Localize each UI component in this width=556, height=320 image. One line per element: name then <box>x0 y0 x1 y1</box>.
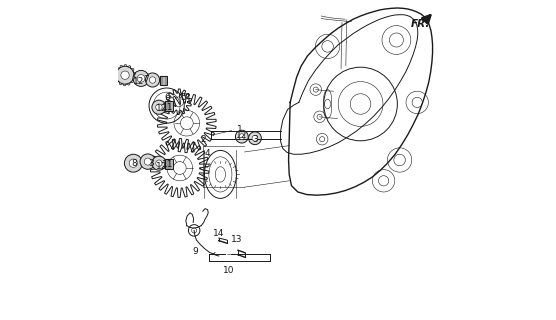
Circle shape <box>235 130 248 143</box>
Circle shape <box>249 132 261 145</box>
Circle shape <box>252 135 258 141</box>
Text: 10: 10 <box>222 266 234 275</box>
Circle shape <box>129 159 137 167</box>
Circle shape <box>137 75 145 82</box>
Text: 13: 13 <box>231 236 242 244</box>
Text: FR.: FR. <box>411 19 430 29</box>
Circle shape <box>152 100 166 114</box>
Text: 11: 11 <box>162 160 173 169</box>
Text: 8: 8 <box>131 159 137 168</box>
Text: 3: 3 <box>148 159 155 168</box>
Text: 14: 14 <box>213 229 225 238</box>
Text: 11: 11 <box>162 103 173 112</box>
Text: 5: 5 <box>181 93 186 102</box>
Circle shape <box>121 71 129 79</box>
Text: 9: 9 <box>192 247 198 256</box>
Circle shape <box>156 104 162 110</box>
Circle shape <box>144 158 151 165</box>
Text: 12: 12 <box>156 104 167 113</box>
Circle shape <box>133 70 149 86</box>
Text: 6: 6 <box>165 93 171 102</box>
Text: 3: 3 <box>253 135 259 144</box>
Bar <box>165 101 172 111</box>
Text: 12: 12 <box>156 162 167 171</box>
Circle shape <box>125 154 142 172</box>
Circle shape <box>140 154 156 169</box>
Text: 12: 12 <box>236 131 247 140</box>
Circle shape <box>150 77 156 83</box>
Circle shape <box>239 134 245 140</box>
Circle shape <box>116 66 134 84</box>
Bar <box>160 76 167 85</box>
Text: 7: 7 <box>143 76 149 84</box>
Bar <box>165 159 172 169</box>
Circle shape <box>146 73 160 87</box>
Text: 1: 1 <box>237 125 242 134</box>
Text: 2: 2 <box>200 135 206 144</box>
Text: 12: 12 <box>133 77 145 86</box>
Circle shape <box>152 156 166 170</box>
Circle shape <box>156 160 162 166</box>
Text: 4: 4 <box>205 149 210 158</box>
